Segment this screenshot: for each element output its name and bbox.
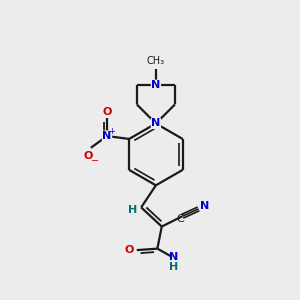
Text: C: C (176, 214, 184, 224)
Text: O: O (125, 245, 134, 255)
Text: N: N (151, 118, 160, 128)
Text: −: − (91, 156, 99, 166)
Text: N: N (169, 253, 178, 262)
Text: N: N (102, 131, 112, 141)
Text: N: N (151, 80, 160, 90)
Text: O: O (84, 151, 93, 161)
Text: H: H (169, 262, 178, 272)
Text: CH₃: CH₃ (147, 56, 165, 66)
Text: N: N (200, 201, 210, 211)
Text: H: H (128, 206, 137, 215)
Text: +: + (109, 127, 116, 136)
Text: O: O (102, 107, 112, 117)
